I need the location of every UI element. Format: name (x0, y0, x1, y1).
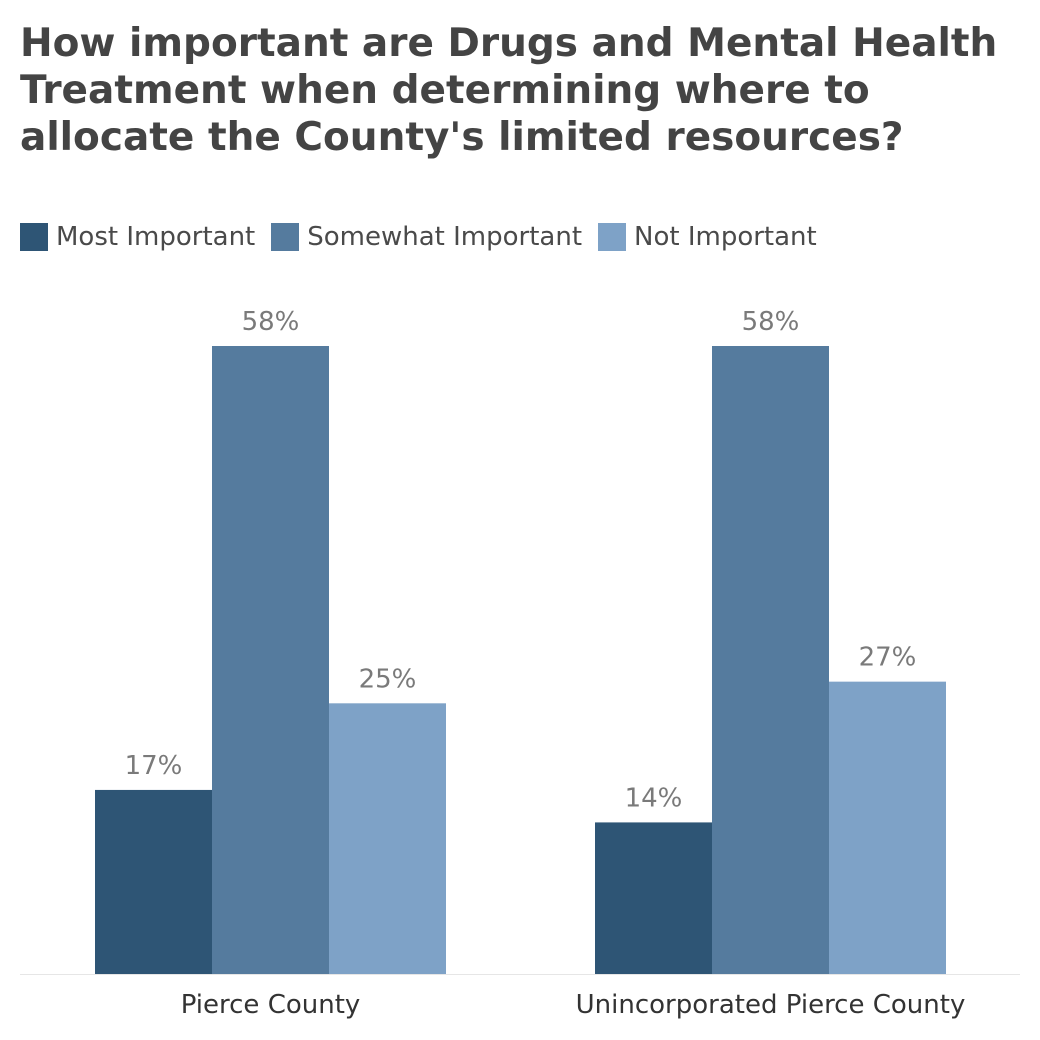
legend-label-not-important: Not Important (634, 222, 817, 252)
data-label-unincorporated-pierce-county-not-important: 27% (859, 643, 917, 673)
legend: Most Important Somewhat Important Not Im… (20, 222, 833, 252)
legend-item-most-important: Most Important (20, 222, 255, 252)
legend-item-somewhat-important: Somewhat Important (271, 222, 582, 252)
category-label-unincorporated-pierce-county: Unincorporated Pierce County (576, 990, 966, 1020)
bar-pierce-county-not-important (329, 703, 446, 974)
bar-unincorporated-pierce-county-most-important (595, 822, 712, 974)
data-label-pierce-county-not-important: 25% (359, 664, 417, 694)
bar-pierce-county-most-important (95, 789, 212, 974)
category-label-pierce-county: Pierce County (181, 990, 361, 1020)
legend-swatch-most-important (20, 223, 48, 251)
bar-unincorporated-pierce-county-somewhat-important (712, 346, 829, 974)
data-label-unincorporated-pierce-county-most-important: 14% (625, 783, 683, 813)
legend-label-somewhat-important: Somewhat Important (307, 222, 583, 252)
legend-label-most-important: Most Important (56, 222, 256, 252)
data-label-pierce-county-somewhat-important: 58% (242, 307, 300, 337)
data-label-pierce-county-most-important: 17% (125, 751, 183, 781)
data-label-unincorporated-pierce-county-somewhat-important: 58% (742, 307, 800, 337)
legend-item-not-important: Not Important (598, 222, 817, 252)
chart-title: How important are Drugs and Mental Healt… (20, 21, 998, 160)
bar-pierce-county-somewhat-important (212, 346, 329, 974)
bar-unincorporated-pierce-county-not-important (829, 681, 946, 974)
legend-swatch-somewhat-important (271, 223, 300, 251)
legend-swatch-not-important (598, 223, 627, 251)
